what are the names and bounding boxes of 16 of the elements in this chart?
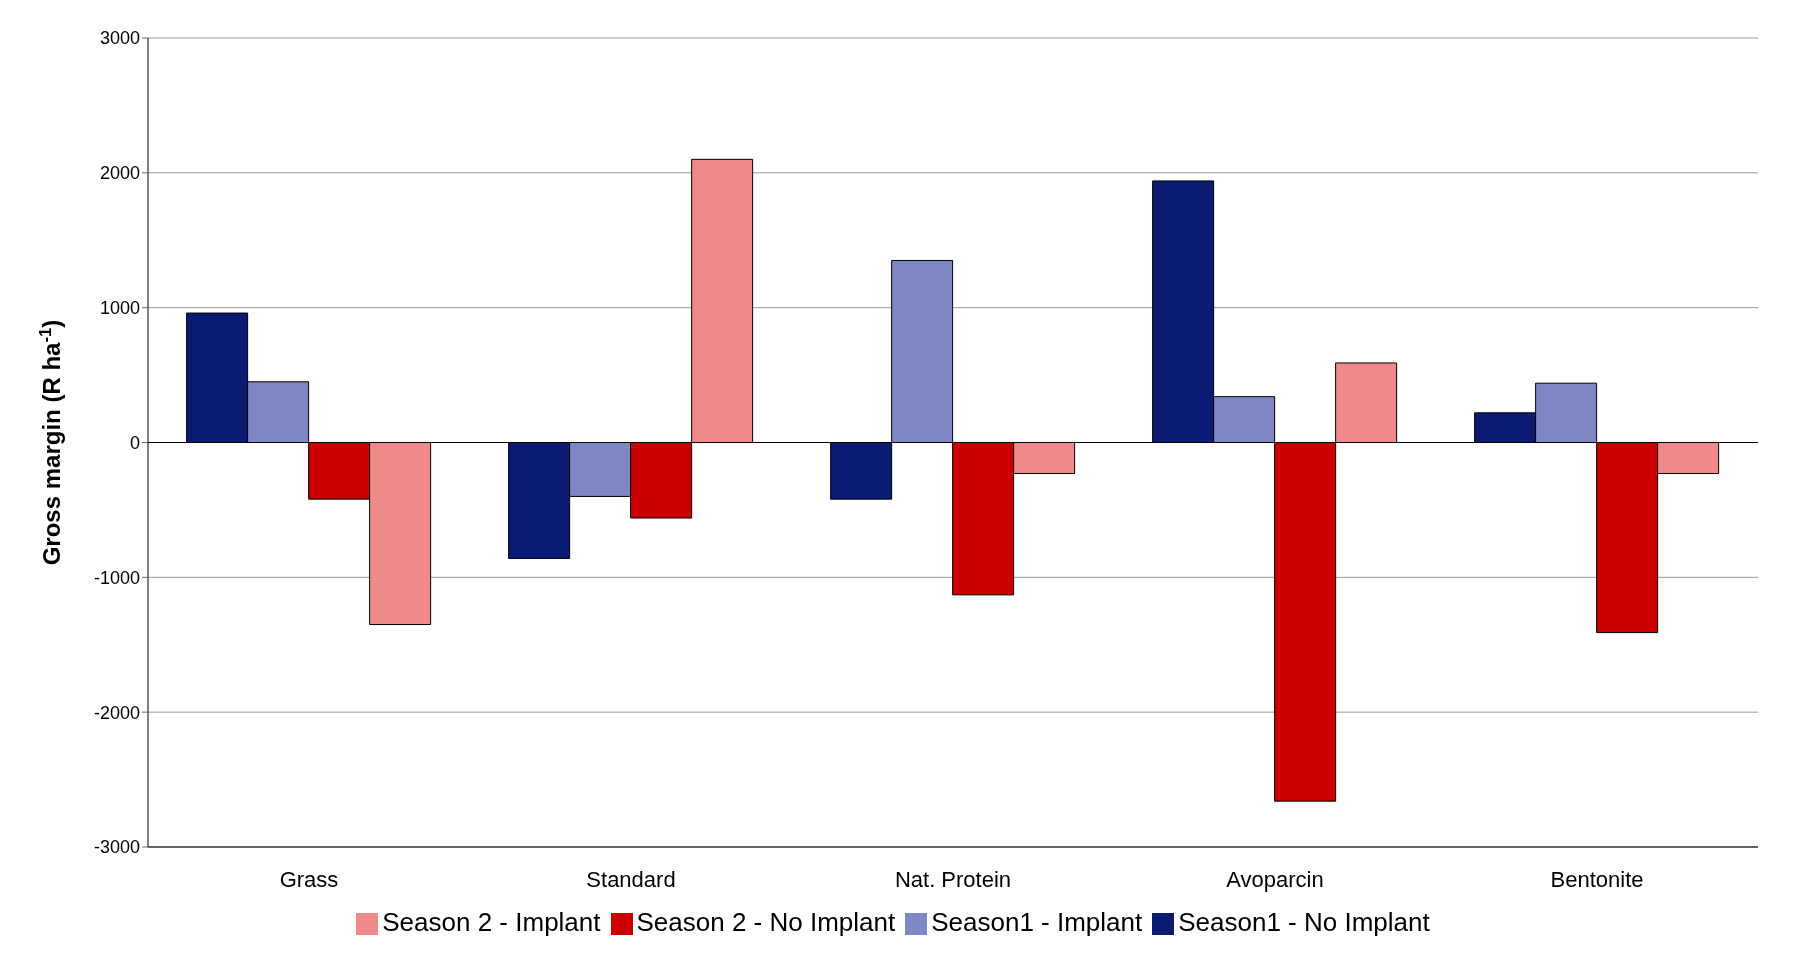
legend-label: Season1 - Implant (931, 907, 1143, 937)
x-tick-label: Nat. Protein (894, 866, 1012, 892)
y-tick-label: -1000 (93, 567, 140, 588)
y-tick-label: 3000 (99, 28, 140, 49)
legend-label: Season 2 - No Implant (636, 907, 896, 937)
y-tick-label: -2000 (93, 702, 140, 723)
y-tick-label: 0 (129, 432, 140, 453)
x-tick-label: Avoparcin (1226, 866, 1324, 892)
y-tick-label: 1000 (99, 298, 140, 319)
y-tick-label: -3000 (93, 837, 140, 858)
x-tick-label: Grass (279, 866, 339, 892)
x-tick-label: Bentonite (1550, 866, 1644, 892)
legend-label: Season1 - No Implant (1178, 907, 1430, 937)
legend-label: Season 2 - Implant (382, 907, 601, 937)
y-tick-label: 2000 (99, 163, 140, 184)
x-tick-label: Standard (586, 866, 676, 892)
